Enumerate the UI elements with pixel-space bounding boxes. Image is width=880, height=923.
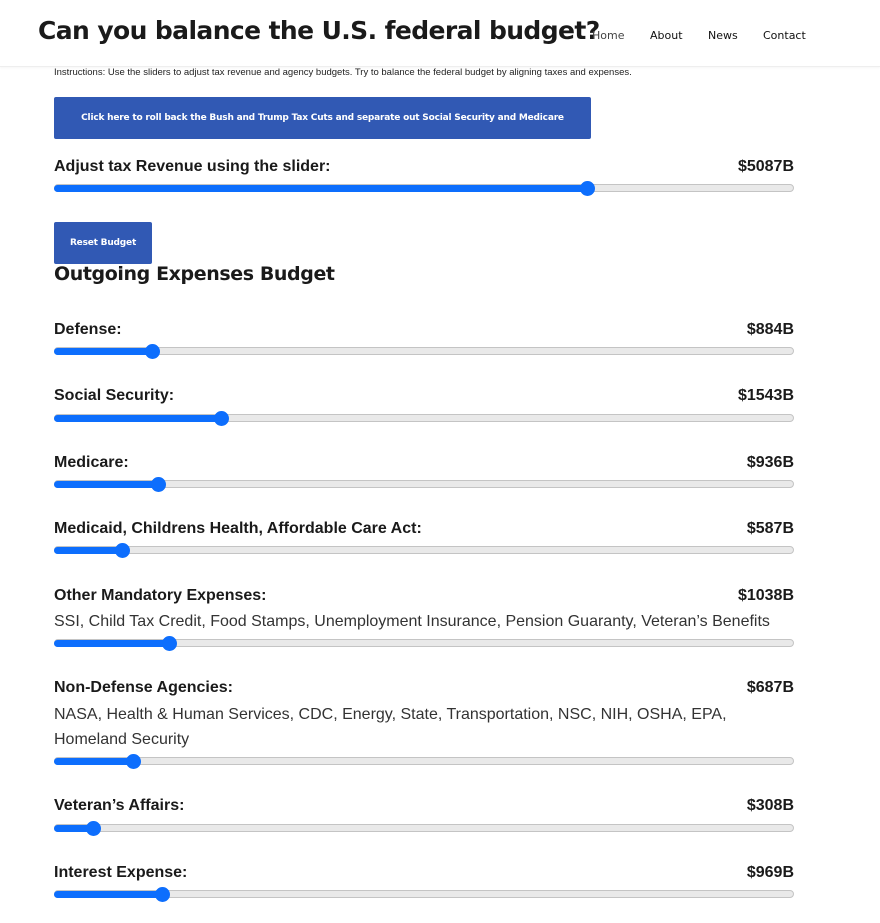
interest-expense-slider[interactable] (54, 887, 794, 902)
nav-about[interactable]: About (650, 29, 683, 42)
site-header: Can you balance the U.S. federal budget?… (0, 0, 880, 67)
slider-track (54, 347, 794, 355)
slider-fill (54, 825, 93, 832)
tax-revenue-value: $5087B (737, 158, 794, 175)
expense-label: Non-Defense Agencies: (54, 679, 233, 696)
slider-fill (54, 185, 587, 192)
expense-description: SSI, Child Tax Credit, Food Stamps, Unem… (54, 613, 770, 630)
defense-slider[interactable] (54, 344, 794, 359)
slider-fill (54, 891, 162, 898)
expense-defense: Defense: $884B (54, 321, 794, 361)
expense-label: Defense: (54, 321, 122, 338)
medicare-slider[interactable] (54, 477, 794, 492)
site-title: Can you balance the U.S. federal budget? (38, 16, 600, 45)
tax-revenue-label: Adjust tax Revenue using the slider: (54, 158, 331, 175)
expense-value: $1038B (737, 587, 794, 604)
slider-thumb[interactable] (144, 344, 160, 359)
slider-fill (54, 758, 133, 765)
expense-medicaid: Medicaid, Childrens Health, Affordable C… (54, 520, 794, 560)
expense-social-security: Social Security: $1543B (54, 387, 794, 427)
slider-track (54, 546, 794, 554)
slider-fill (54, 481, 158, 488)
expense-value: $308B (746, 797, 794, 814)
expenses-heading: Outgoing Expenses Budget (54, 263, 335, 285)
slider-thumb[interactable] (150, 477, 166, 492)
slider-thumb[interactable] (213, 411, 229, 426)
expense-label: Medicaid, Childrens Health, Affordable C… (54, 520, 422, 537)
social-security-slider[interactable] (54, 411, 794, 426)
expense-other-mandatory: Other Mandatory Expenses: $1038B SSI, Ch… (54, 587, 794, 651)
expense-label: Social Security: (54, 387, 175, 404)
slider-fill (54, 640, 169, 647)
expense-veterans-affairs: Veteran’s Affairs: $308B (54, 797, 794, 837)
expense-value: $936B (746, 454, 794, 471)
rollback-tax-cuts-button[interactable]: Click here to roll back the Bush and Tru… (54, 97, 591, 139)
instructions-text: Instructions: Use the sliders to adjust … (54, 67, 632, 78)
expense-medicare: Medicare: $936B (54, 454, 794, 494)
slider-thumb[interactable] (114, 543, 130, 558)
slider-thumb[interactable] (125, 754, 141, 769)
slider-thumb[interactable] (161, 636, 177, 651)
tax-revenue-slider[interactable] (54, 181, 794, 196)
expense-value: $1543B (737, 387, 794, 404)
nav-contact[interactable]: Contact (763, 29, 806, 42)
nav-home[interactable]: Home (592, 29, 625, 42)
expense-label: Veteran’s Affairs: (54, 797, 185, 814)
expense-label: Medicare: (54, 454, 129, 471)
veterans-affairs-slider[interactable] (54, 821, 794, 836)
slider-fill (54, 415, 221, 422)
slider-track (54, 824, 794, 832)
slider-thumb[interactable] (154, 887, 170, 902)
tax-revenue-control: Adjust tax Revenue using the slider: $50… (54, 158, 794, 198)
expense-description: NASA, Health & Human Services, CDC, Ener… (54, 706, 727, 748)
nav-news[interactable]: News (708, 29, 738, 42)
slider-track (54, 757, 794, 765)
expense-non-defense-agencies: Non-Defense Agencies: $687B NASA, Health… (54, 679, 794, 769)
expense-value: $884B (746, 321, 794, 338)
slider-thumb[interactable] (85, 821, 101, 836)
expense-label: Interest Expense: (54, 864, 188, 881)
expense-value: $687B (746, 679, 794, 696)
expense-value: $969B (746, 864, 794, 881)
expense-interest: Interest Expense: $969B (54, 864, 794, 904)
expense-value: $587B (746, 520, 794, 537)
slider-fill (54, 348, 152, 355)
expense-label: Other Mandatory Expenses: (54, 587, 267, 604)
slider-thumb[interactable] (579, 181, 595, 196)
non-defense-slider[interactable] (54, 754, 794, 769)
slider-fill (54, 547, 122, 554)
other-mandatory-slider[interactable] (54, 636, 794, 651)
reset-budget-button[interactable]: Reset Budget (54, 222, 152, 264)
medicaid-slider[interactable] (54, 543, 794, 558)
